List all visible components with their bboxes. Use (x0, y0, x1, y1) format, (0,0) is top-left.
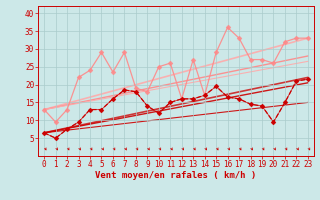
X-axis label: Vent moyen/en rafales ( km/h ): Vent moyen/en rafales ( km/h ) (95, 171, 257, 180)
